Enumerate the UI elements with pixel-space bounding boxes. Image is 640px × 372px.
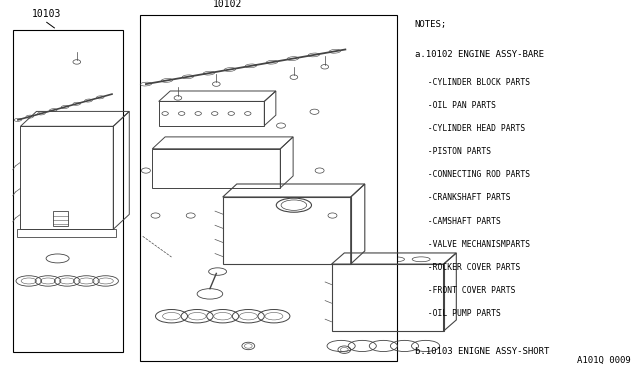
Text: -VALVE MECHANISMPARTS: -VALVE MECHANISMPARTS <box>418 240 530 248</box>
Bar <box>13 30 123 352</box>
Bar <box>223 197 351 264</box>
Text: -OIL PUMP PARTS: -OIL PUMP PARTS <box>418 309 500 318</box>
Text: NOTES;: NOTES; <box>415 20 447 29</box>
Text: -FRONT COVER PARTS: -FRONT COVER PARTS <box>418 286 515 295</box>
Text: -OIL PAN PARTS: -OIL PAN PARTS <box>418 101 496 110</box>
Text: -ROCKER COVER PARTS: -ROCKER COVER PARTS <box>418 263 520 272</box>
Bar <box>53 211 68 226</box>
Bar <box>140 15 397 361</box>
Text: 10103: 10103 <box>32 9 61 19</box>
Text: A101Q 0009: A101Q 0009 <box>577 356 630 365</box>
Text: -PISTON PARTS: -PISTON PARTS <box>418 147 491 156</box>
Text: 10102: 10102 <box>212 0 242 9</box>
Text: -CYLINDER BLOCK PARTS: -CYLINDER BLOCK PARTS <box>418 78 530 87</box>
Text: b.10103 ENIGNE ASSY-SHORT: b.10103 ENIGNE ASSY-SHORT <box>415 347 549 356</box>
Bar <box>332 264 444 331</box>
Text: a.10102 ENGINE ASSY-BARE: a.10102 ENGINE ASSY-BARE <box>415 50 544 59</box>
Text: -CYLINDER HEAD PARTS: -CYLINDER HEAD PARTS <box>418 124 525 133</box>
Text: -CAMSHAFT PARTS: -CAMSHAFT PARTS <box>418 217 500 225</box>
Bar <box>159 102 264 126</box>
Text: -CONNECTING ROD PARTS: -CONNECTING ROD PARTS <box>418 170 530 179</box>
Text: -CRANKSHAFT PARTS: -CRANKSHAFT PARTS <box>418 193 511 202</box>
Bar <box>17 228 116 237</box>
Bar <box>20 126 113 229</box>
Bar <box>152 149 280 188</box>
